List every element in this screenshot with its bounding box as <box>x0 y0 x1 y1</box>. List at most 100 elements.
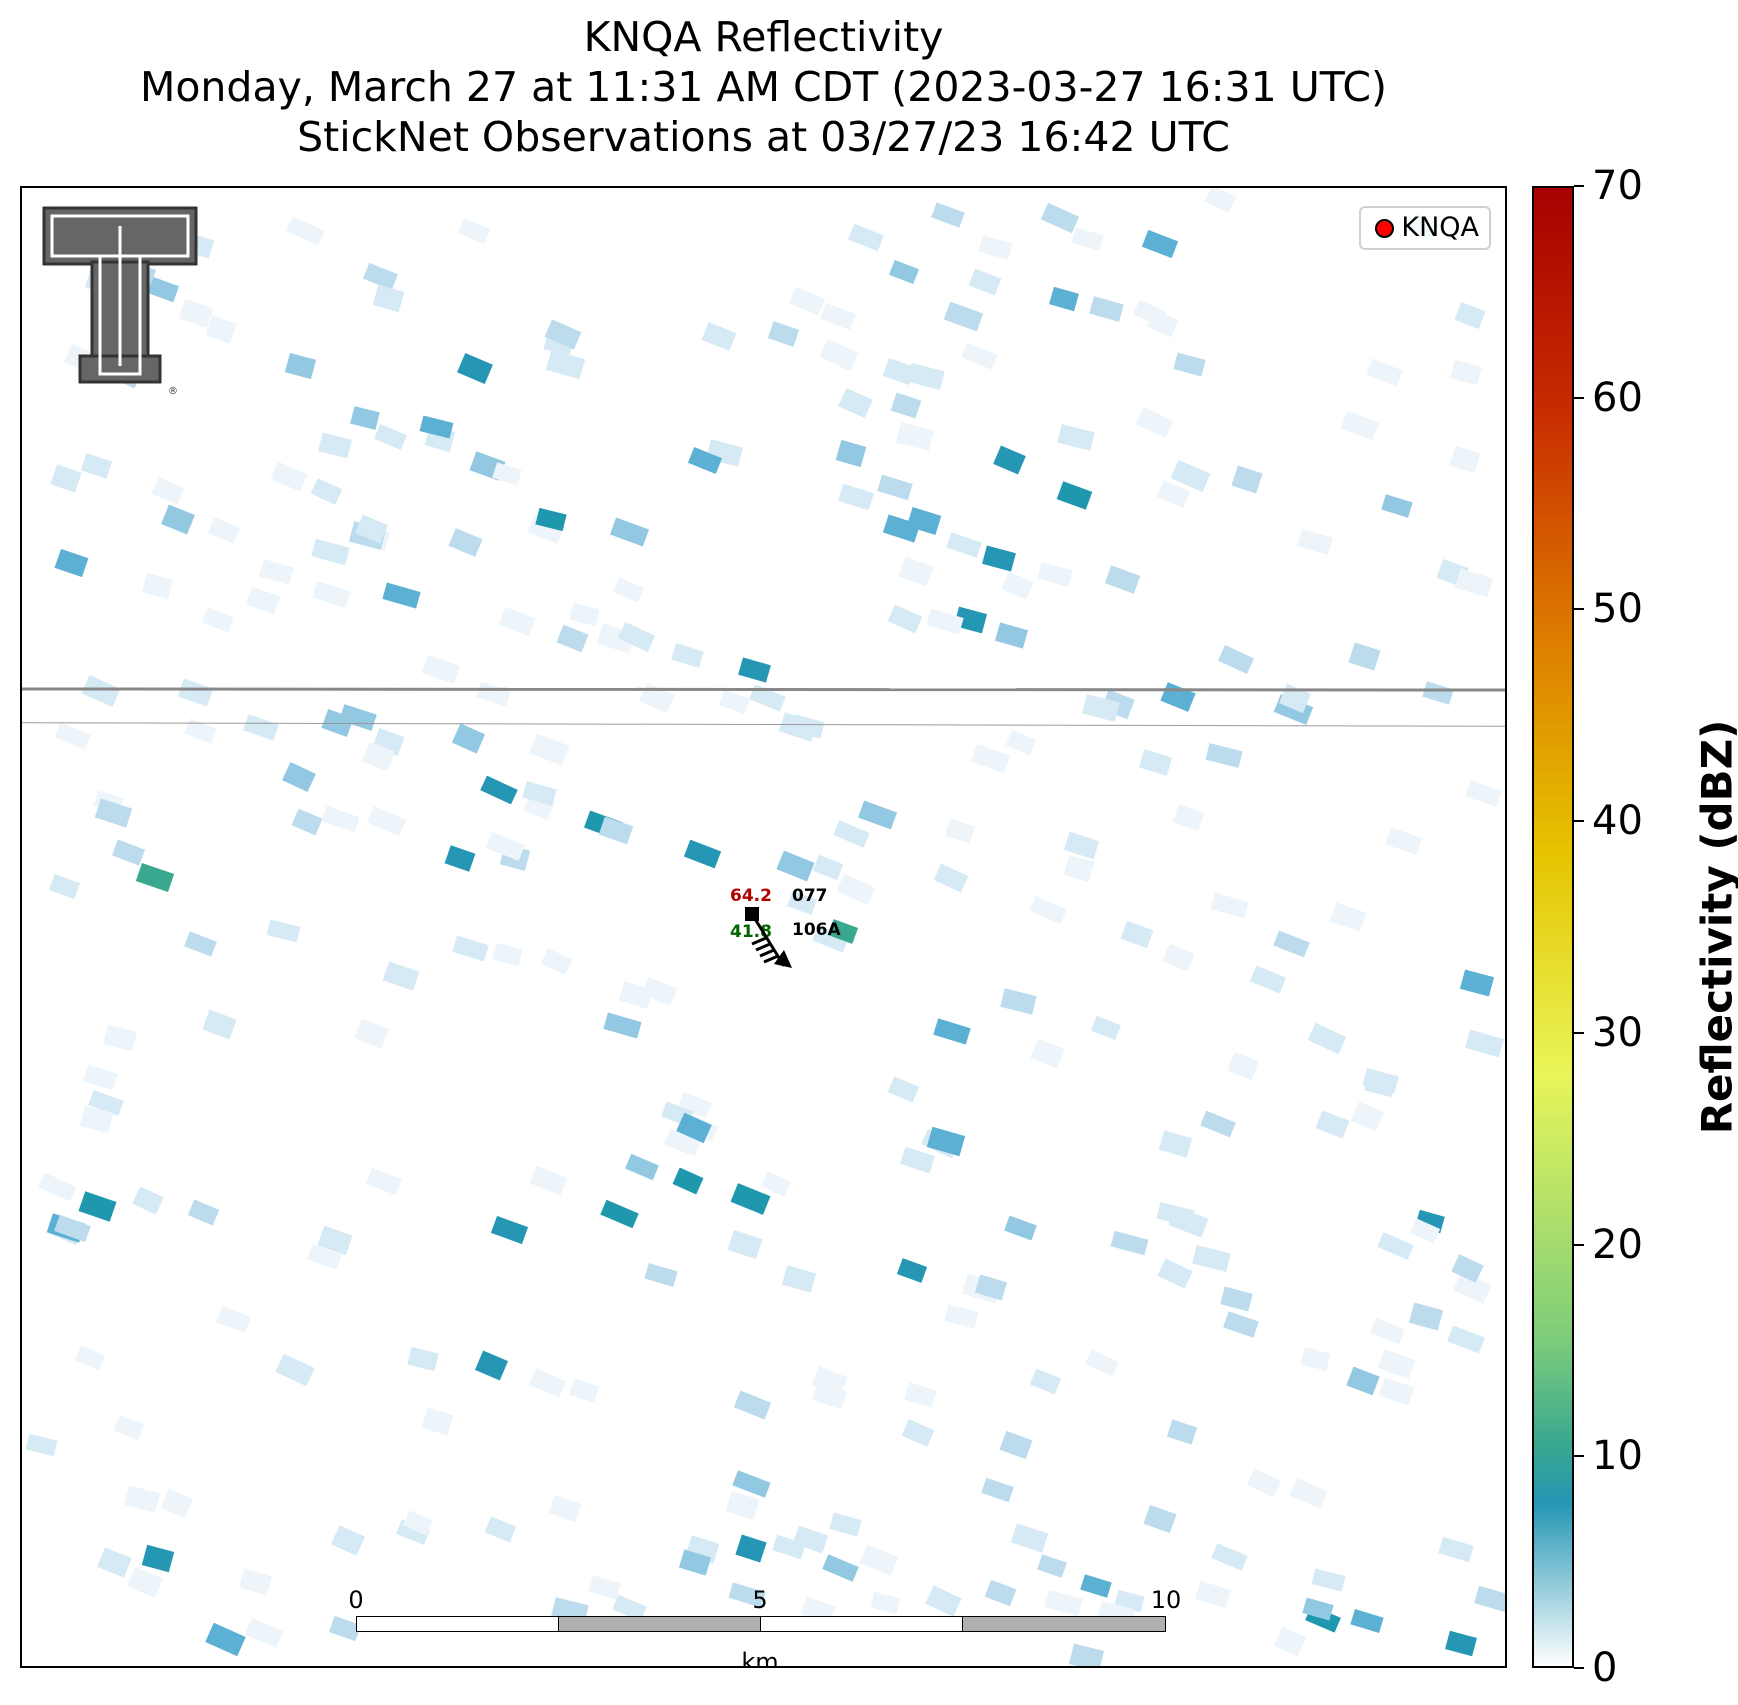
reflectivity-cell <box>1143 1504 1177 1534</box>
reflectivity-cell <box>719 690 750 714</box>
reflectivity-cell <box>788 286 826 316</box>
reflectivity-cell <box>1449 445 1481 474</box>
reflectivity-cell <box>1049 286 1079 312</box>
reflectivity-cell <box>1220 1286 1253 1312</box>
reflectivity-cell <box>1289 1478 1328 1509</box>
scale-tick-0: 0 <box>348 1586 364 1614</box>
reflectivity-cell <box>1089 296 1124 322</box>
reflectivity-cell <box>1158 1130 1193 1158</box>
reflectivity-cell <box>498 606 536 637</box>
reflectivity-cell <box>895 422 935 451</box>
reflectivity-cell <box>1211 1543 1248 1571</box>
station-temperature: 64.2 <box>730 886 772 906</box>
colorbar-tick-label: 20 <box>1592 1221 1643 1268</box>
reflectivity-cell <box>1348 642 1381 671</box>
reflectivity-cell <box>600 1199 639 1229</box>
reflectivity-cell <box>1010 1523 1049 1553</box>
reflectivity-cell <box>1030 1038 1065 1069</box>
legend-label: KNQA <box>1401 212 1479 243</box>
reflectivity-cell <box>994 622 1029 649</box>
reflectivity-cell <box>944 818 976 844</box>
reflectivity-cell <box>1162 943 1195 972</box>
reflectivity-cell <box>1459 969 1495 997</box>
reflectivity-cell <box>899 1146 936 1174</box>
reflectivity-cell <box>161 1488 193 1519</box>
station-id: 106A <box>792 920 841 940</box>
reflectivity-cell <box>1311 1568 1346 1592</box>
reflectivity-cell <box>1205 743 1243 768</box>
reflectivity-cell <box>819 338 859 372</box>
reflectivity-cell <box>1104 565 1141 594</box>
reflectivity-cell <box>366 1167 402 1196</box>
colorbar-tick-label: 60 <box>1592 374 1643 421</box>
reflectivity-cell <box>847 223 885 252</box>
reflectivity-cell <box>1160 682 1196 712</box>
reflectivity-cell <box>1370 1317 1405 1345</box>
reflectivity-cell <box>259 559 294 585</box>
reflectivity-cell <box>727 1229 763 1260</box>
reflectivity-cell <box>207 517 241 544</box>
scale-tick-5: 5 <box>752 1586 768 1614</box>
reflectivity-cell <box>1366 358 1403 387</box>
scale-segment-2 <box>558 1616 761 1632</box>
reflectivity-cell <box>829 1512 862 1537</box>
reflectivity-cell <box>1173 352 1206 377</box>
reflectivity-cell <box>1315 1110 1350 1139</box>
reflectivity-cell <box>609 517 650 547</box>
reflectivity-cell <box>1166 1419 1198 1445</box>
reflectivity-cell <box>74 1345 106 1371</box>
reflectivity-cell <box>529 1165 568 1196</box>
reflectivity-cell <box>490 1215 529 1245</box>
reflectivity-cell <box>767 321 800 347</box>
reflectivity-cell <box>760 1171 792 1197</box>
scale-segment-4 <box>962 1616 1166 1632</box>
reflectivity-cell <box>738 657 771 683</box>
reflectivity-cell <box>187 1199 220 1226</box>
reflectivity-colorbar <box>1532 186 1574 1668</box>
reflectivity-cell <box>569 1378 599 1403</box>
reflectivity-cell <box>1246 1468 1282 1498</box>
reflectivity-cell <box>644 1263 678 1287</box>
reflectivity-cell <box>141 573 174 599</box>
reflectivity-cell <box>141 1544 175 1573</box>
reflectivity-cell <box>216 1306 251 1333</box>
reflectivity-cell <box>151 477 185 505</box>
reflectivity-cell <box>887 1076 920 1103</box>
reflectivity-cell <box>933 863 969 893</box>
reflectivity-cell <box>1329 902 1367 932</box>
reflectivity-cell <box>1200 1110 1236 1138</box>
reflectivity-cell <box>870 1591 901 1615</box>
reflectivity-cell <box>598 816 634 845</box>
reflectivity-cell <box>244 1618 284 1648</box>
reflectivity-cell <box>50 464 82 493</box>
reflectivity-cell <box>282 762 316 792</box>
colorbar-tick-label: 30 <box>1592 1009 1643 1056</box>
reflectivity-cell <box>1110 1230 1149 1256</box>
reflectivity-cell <box>161 504 195 535</box>
reflectivity-cell <box>1204 188 1237 213</box>
reflectivity-cell <box>1297 528 1333 556</box>
colorbar-tick-label: 50 <box>1592 586 1643 633</box>
radar-map-panel[interactable]: ® KNQA 64.2 077 41.8 106A 0 5 10 <box>20 186 1507 1668</box>
reflectivity-cell <box>97 1547 132 1578</box>
colorbar-label: Reflectivity (dBZ) <box>1692 719 1738 1135</box>
reflectivity-cell <box>822 1554 859 1582</box>
reflectivity-cell <box>1135 406 1174 439</box>
reflectivity-cell <box>1384 827 1423 855</box>
reflectivity-cell <box>984 1579 1017 1607</box>
reflectivity-cell <box>366 805 407 837</box>
station-pressure: 077 <box>792 886 828 906</box>
reflectivity-cell <box>993 445 1026 475</box>
reflectivity-cell <box>556 624 589 653</box>
reflectivity-cell <box>310 478 343 505</box>
reflectivity-cell <box>529 733 570 766</box>
reflectivity-cell <box>1454 568 1494 598</box>
reflectivity-cell <box>898 556 934 587</box>
reflectivity-cell <box>284 352 317 380</box>
reflectivity-cell <box>781 1265 817 1293</box>
reflectivity-cell <box>588 1575 621 1600</box>
colorbar-tick-mark <box>1574 396 1584 399</box>
reflectivity-cell <box>981 1477 1014 1503</box>
reflectivity-cell <box>1120 920 1154 949</box>
reflectivity-cell <box>111 839 146 866</box>
